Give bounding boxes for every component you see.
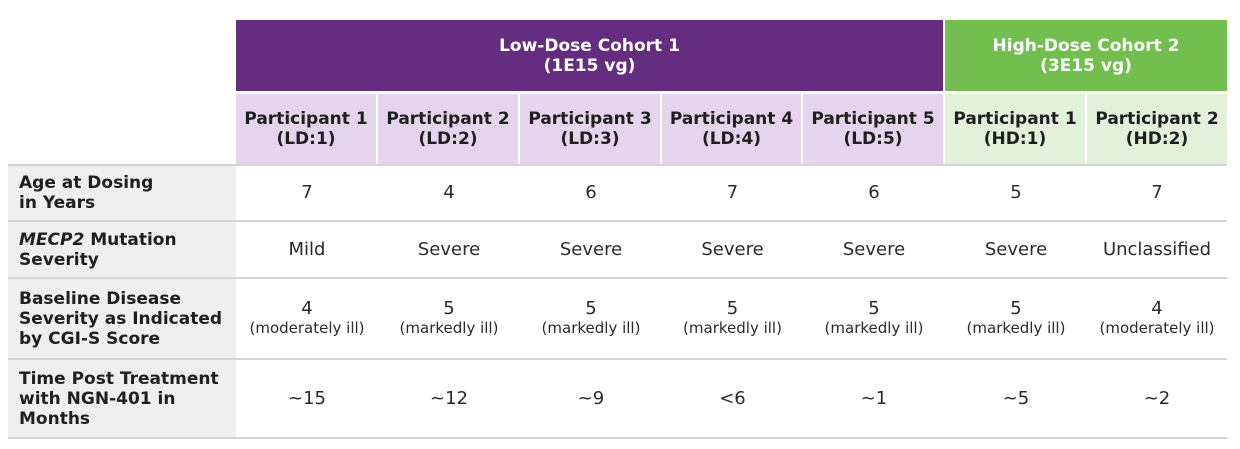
participant-header: Participant 5 (LD:5) [803,94,943,164]
row-label-age: Age at Dosing in Years [8,166,236,220]
cohort-header-high-dose: High-Dose Cohort 2 (3E15 vg) [945,20,1227,91]
participant-id: (LD:4) [701,129,762,149]
table-cell: 7 [726,182,739,203]
row-label-mutation-severity: MECP2 Mutation Severity [8,222,236,277]
participant-header: Participant 2 (LD:2) [378,94,518,164]
participant-id: (LD:5) [843,129,903,149]
participant-header: Participant 4 (LD:4) [662,94,801,164]
participant-name: Participant 1 [953,109,1077,129]
table-cell: 5 (markedly ill) [683,298,782,338]
participant-header: Participant 2 (HD:2) [1087,94,1227,164]
table-cell: 7 [1151,182,1163,203]
participant-name: Participant 1 [244,109,368,129]
table-cell: 4 (moderately ill) [1099,298,1215,338]
table-cell: ~1 [860,387,888,409]
participant-name: Participant 2 [386,109,510,129]
table-cell: 5 (markedly ill) [824,298,924,338]
cohort-title: Low-Dose Cohort 1 [499,35,680,56]
table-cell: ~15 [288,387,326,409]
row-divider [8,164,1227,166]
participant-id: (HD:1) [983,129,1047,149]
table-cell: ~9 [577,387,605,409]
table-cell: Unclassified [1102,238,1212,260]
cohort-dose: (3E15 vg) [1040,55,1132,76]
participant-name: Participant 2 [1095,109,1219,129]
table-cell: ~12 [430,387,468,409]
table-cell: 5 (markedly ill) [541,298,641,338]
table-cell: 4 (moderately ill) [249,298,365,338]
cohort-title: High-Dose Cohort 2 [992,35,1180,56]
row-divider [8,277,1227,279]
participant-name: Participant 3 [528,109,652,129]
table-cell: 7 [301,182,313,203]
table-cell: 5 [1010,182,1022,203]
row-divider [8,437,1227,439]
table-cell: Severe [417,238,481,260]
participant-header: Participant 1 (HD:1) [945,94,1085,164]
table-cell: Severe [701,238,764,260]
table-cell: 6 [585,182,597,203]
participant-id: (LD:2) [418,129,478,149]
table-cell: Severe [842,238,906,260]
participant-id: (HD:2) [1125,129,1189,149]
table-cell: 5 (markedly ill) [966,298,1066,338]
table-cell: Severe [984,238,1048,260]
participant-header: Participant 3 (LD:3) [520,94,660,164]
table-cell: 5 (markedly ill) [399,298,499,338]
table-cell: Mild [288,238,326,260]
table-cell: 6 [868,182,880,203]
table-cell: ~5 [1002,387,1030,409]
participant-id: (LD:3) [560,129,620,149]
participant-id: (LD:1) [276,129,336,149]
participant-name: Participant 4 [669,109,794,129]
row-divider [8,220,1227,222]
cohort-header-low-dose: Low-Dose Cohort 1 (1E15 vg) [236,20,943,91]
table-cell: Severe [559,238,623,260]
participant-name: Participant 5 [811,109,935,129]
participant-header: Participant 1 (LD:1) [236,94,376,164]
row-label-time-post-treatment: Time Post Treatment with NGN-401 in Mont… [8,360,236,437]
cohort-dose: (1E15 vg) [543,55,636,76]
table-cell: ~2 [1143,387,1171,409]
row-label-baseline-severity: Baseline Disease Severity as Indicated b… [8,279,236,358]
table-cell: 4 [443,182,455,203]
row-divider [8,358,1227,360]
table-cell: <6 [719,387,746,409]
